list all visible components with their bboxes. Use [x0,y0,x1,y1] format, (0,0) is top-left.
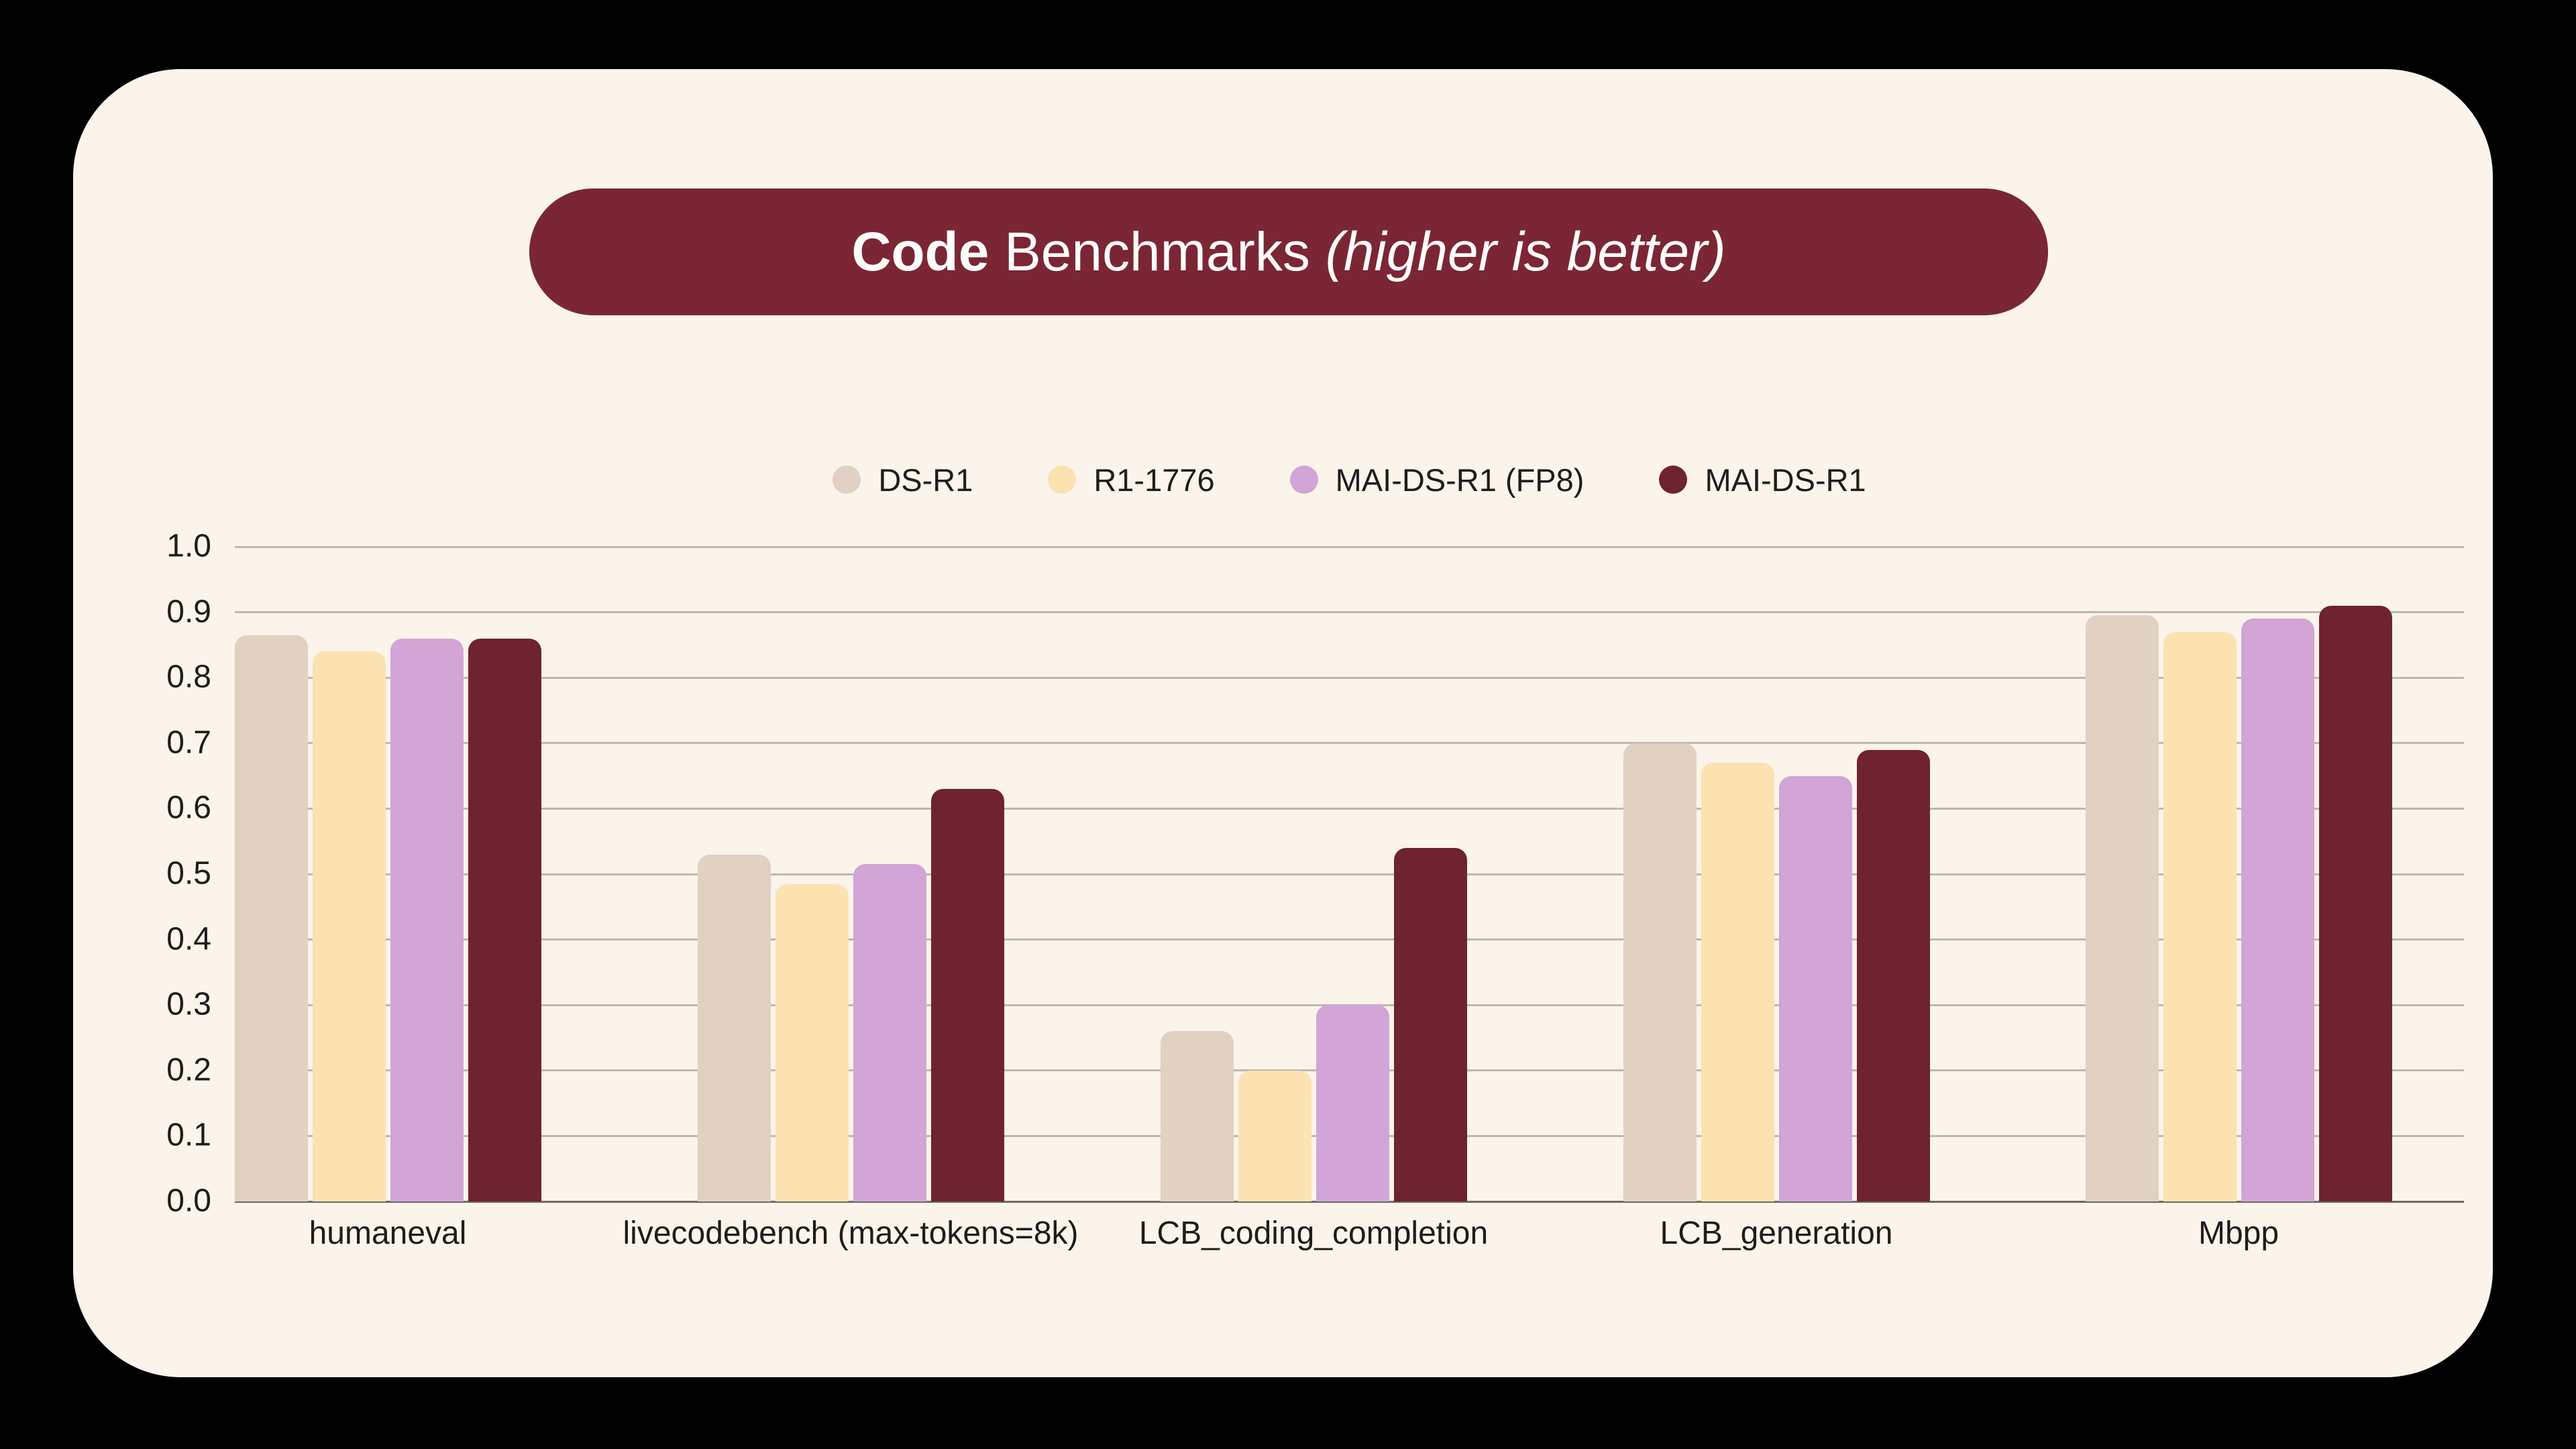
bar-mai-ds-r1-lcb-generation [1857,750,1930,1201]
bar-r1-1776-lcb-coding-completion [1238,1071,1311,1201]
y-tick-label: 1.0 [166,528,211,564]
bar-mai-ds-r1-humaneval [468,639,541,1201]
y-tick-label: 0.7 [166,724,211,761]
legend-item: DS-R1 [833,462,973,498]
bar-r1-1776-livecodebench-max-tokens-8k [775,884,849,1201]
bar-mai-ds-r1-fp8-lcb-generation [1779,776,1852,1201]
bar-ds-r1-lcb-generation [1623,743,1697,1201]
x-axis-baseline [235,1200,2464,1203]
bar-ds-r1-lcb-coding-completion [1161,1031,1234,1201]
x-axis-label: humaneval [309,1216,467,1251]
y-tick-label: 0.0 [166,1183,211,1219]
bar-ds-r1-humaneval [235,635,308,1201]
legend-swatch-icon [833,466,861,494]
chart-title-banner: Code Benchmarks (higher is better) [529,189,2048,315]
gridline [235,742,2464,745]
bar-mai-ds-r1-fp8-humaneval [390,639,464,1201]
legend-label: MAI-DS-R1 (FP8) [1335,462,1585,498]
bar-mai-ds-r1-fp8-mbpp [2241,619,2314,1201]
title-bold-text: Code [851,221,989,282]
x-axis-label: Mbpp [2198,1216,2279,1251]
bar-mai-ds-r1-mbpp [2319,606,2392,1201]
y-tick-label: 0.3 [166,986,211,1022]
bar-r1-1776-humaneval [313,651,386,1201]
bar-mai-ds-r1-fp8-lcb-coding-completion [1316,1005,1389,1201]
y-tick-label: 0.8 [166,659,211,695]
y-tick-label: 0.9 [166,593,211,629]
x-axis-label: livecodebench (max-tokens=8k) [623,1216,1079,1251]
y-tick-label: 0.6 [166,790,211,826]
bar-ds-r1-livecodebench-max-tokens-8k [698,855,771,1201]
gridline [235,611,2464,614]
y-tick-label: 0.2 [166,1052,211,1088]
y-tick-label: 0.5 [166,855,211,892]
legend-label: R1-1776 [1093,462,1215,498]
bar-mai-ds-r1-lcb-coding-completion [1394,848,1467,1201]
bar-mai-ds-r1-livecodebench-max-tokens-8k [931,789,1004,1201]
legend-swatch-icon [1659,466,1688,494]
legend-label: MAI-DS-R1 [1705,462,1866,498]
gridline [235,873,2464,875]
legend-item: MAI-DS-R1 (FP8) [1289,462,1585,498]
chart-card: Code Benchmarks (higher is better) DS-R1… [73,69,2493,1377]
legend-label: DS-R1 [878,462,973,498]
bar-r1-1776-lcb-generation [1701,763,1774,1201]
x-axis-label: LCB_coding_completion [1138,1216,1489,1251]
title-regular-text: Benchmarks [989,221,1326,282]
gridline [235,676,2464,679]
gridline [235,545,2464,548]
bar-r1-1776-mbpp [2163,632,2237,1201]
legend-swatch-icon [1048,466,1077,494]
legend-swatch-icon [1289,466,1318,494]
gridline [235,807,2464,810]
gridline [235,938,2464,941]
y-tick-label: 0.4 [166,920,211,957]
legend-item: R1-1776 [1048,462,1215,498]
y-tick-label: 0.1 [166,1117,211,1153]
title-italic-text: (higher is better) [1325,221,1726,282]
bar-mai-ds-r1-fp8-livecodebench-max-tokens-8k [853,864,926,1201]
bar-ds-r1-mbpp [2086,615,2159,1201]
x-axis-label: LCB_generation [1660,1216,1893,1251]
legend-item: MAI-DS-R1 [1659,462,1866,498]
chart-legend: DS-R1 R1-1776 MAI-DS-R1 (FP8) MAI-DS-R1 [235,455,2464,504]
